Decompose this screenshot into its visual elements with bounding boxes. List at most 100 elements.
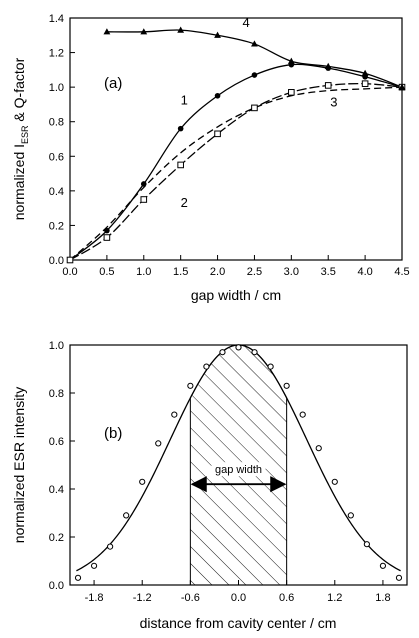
y-tick-label-b: 1.0	[49, 340, 64, 352]
marker-s2	[288, 89, 295, 96]
marker-s2	[361, 80, 369, 87]
series-label-1: 1	[181, 93, 188, 108]
marker-s2	[66, 256, 74, 264]
axis-ticks-a: 0.0 0.5 1.0 1.5 2.0 2.5 3.0 3.5 4.0 4.5 0.0 0.2 0.4 0…	[49, 13, 410, 278]
marker-s4	[361, 69, 369, 76]
series-label-4: 4	[242, 15, 249, 30]
gap-width-label-bg	[211, 462, 266, 477]
data-point	[235, 344, 242, 351]
marker-s4	[177, 26, 185, 33]
data-points-b	[74, 344, 403, 581]
x-tick-label-a: 2.0	[210, 266, 225, 278]
data-point	[74, 574, 82, 581]
x-tick-label-b: 0.6	[279, 592, 294, 604]
plot-frame-a	[69, 17, 403, 261]
panel-label-b: (b)	[104, 425, 122, 442]
y-tick-label-a: 0.4	[49, 186, 64, 198]
data-point	[347, 512, 354, 519]
data-point	[123, 512, 130, 519]
x-tick-label-a: 3.5	[321, 266, 336, 278]
y-tick-label-a: 1.0	[49, 82, 64, 94]
marker-s4	[324, 62, 332, 69]
series-lines-a	[69, 29, 403, 261]
x-tick-label-b: 1.2	[327, 592, 342, 604]
marker-s4	[214, 31, 221, 38]
marker-s2	[103, 234, 111, 241]
data-point	[267, 363, 274, 370]
data-point	[139, 478, 146, 485]
marker-s1	[140, 181, 147, 187]
marker-s4	[398, 83, 406, 90]
x-tick-label-a: 1.5	[173, 266, 188, 278]
x-tick-label-a: 2.5	[247, 266, 262, 278]
data-point	[203, 363, 210, 370]
marker-s2	[251, 104, 258, 112]
y-axis-title-a-sub: ESR	[20, 125, 30, 144]
y-tick-label-b: 0.6	[49, 436, 64, 448]
gap-width-label: gap width	[215, 464, 262, 476]
data-point	[283, 382, 290, 389]
data-point	[251, 349, 258, 356]
x-tick-label-b: -1.2	[133, 592, 152, 604]
y-tick-label-b: 0.2	[49, 532, 64, 544]
y-tick-label-a: 0.6	[49, 151, 64, 163]
y-axis-title-a-main: normalized I	[11, 144, 27, 220]
marker-s4	[287, 57, 295, 64]
data-point	[171, 411, 178, 418]
y-axis-title-a-tail: & Q-factor	[11, 57, 27, 125]
x-tick-label-a: 0.0	[62, 266, 77, 278]
marker-s1	[251, 72, 258, 78]
series-line-3	[69, 86, 403, 261]
marker-s1	[104, 227, 110, 234]
data-point	[187, 382, 194, 389]
x-tick-label-a: 3.0	[284, 266, 299, 278]
data-point	[155, 440, 162, 447]
x-axis-title-a: gap width / cm	[191, 287, 281, 303]
series-line-2	[69, 82, 403, 261]
marker-s2	[140, 196, 148, 203]
data-point	[107, 543, 114, 550]
y-tick-label-a: 1.4	[49, 13, 64, 25]
data-point	[379, 562, 387, 569]
marker-s2	[324, 82, 332, 89]
data-point	[395, 574, 403, 581]
panel-label-a: (a)	[104, 75, 122, 92]
data-point	[315, 445, 322, 452]
y-tick-label-b: 0.0	[49, 580, 64, 592]
x-tick-label-a: 1.0	[136, 266, 151, 278]
marker-s2	[214, 130, 221, 138]
y-axis-title-a: normalized IESR & Q-factor	[11, 57, 30, 220]
y-tick-label-a: 0.0	[49, 255, 64, 267]
data-point	[363, 541, 370, 548]
marker-s2	[177, 161, 184, 169]
series-label-3: 3	[330, 95, 337, 110]
x-tick-label-b: -1.8	[85, 592, 104, 604]
series-line-1	[69, 63, 403, 261]
marker-s4	[103, 28, 111, 35]
series-markers-a	[66, 26, 406, 264]
axis-ticks-b: -1.8 -1.2 -0.6 0.0 0.6 1.2 1.8 0.0 0.2 0.4 0.6 0.8 1…	[49, 340, 391, 604]
y-axis-title-b: normalized ESR intensity	[11, 387, 27, 543]
y-tick-label-a: 0.8	[49, 117, 64, 129]
x-tick-label-a: 4.0	[357, 266, 372, 278]
x-tick-label-b: -0.6	[181, 592, 200, 604]
y-tick-label-b: 0.8	[49, 388, 64, 400]
data-point	[219, 349, 226, 356]
x-tick-label-a: 0.5	[99, 266, 114, 278]
marker-s1	[177, 125, 184, 132]
marker-s4	[140, 28, 148, 35]
series-line-4	[106, 29, 403, 88]
data-point	[90, 562, 98, 569]
x-tick-label-b: 1.8	[375, 592, 390, 604]
data-point	[299, 411, 306, 418]
y-tick-label-b: 0.4	[49, 484, 64, 496]
series-label-2: 2	[181, 195, 188, 210]
data-point	[331, 478, 338, 485]
marker-s1	[214, 92, 221, 99]
chart-panel-a: 0.0 0.5 1.0 1.5 2.0 2.5 3.0 3.5 4.0 4.5 0.0 0.2 0.4 0…	[11, 13, 410, 303]
chart-panel-b: -1.8 -1.2 -0.6 0.0 0.6 1.2 1.8 0.0 0.2 0.4 0.6 0.8 1…	[11, 340, 408, 631]
marker-s4	[251, 40, 258, 47]
y-tick-label-a: 1.2	[49, 48, 64, 60]
x-axis-title-b: distance from cavity center / cm	[140, 615, 337, 631]
